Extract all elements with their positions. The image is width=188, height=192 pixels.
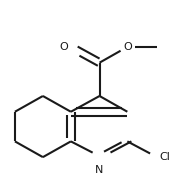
Text: Cl: Cl bbox=[159, 152, 170, 162]
Text: O: O bbox=[123, 42, 132, 52]
Text: O: O bbox=[60, 42, 69, 52]
Text: N: N bbox=[95, 165, 104, 175]
